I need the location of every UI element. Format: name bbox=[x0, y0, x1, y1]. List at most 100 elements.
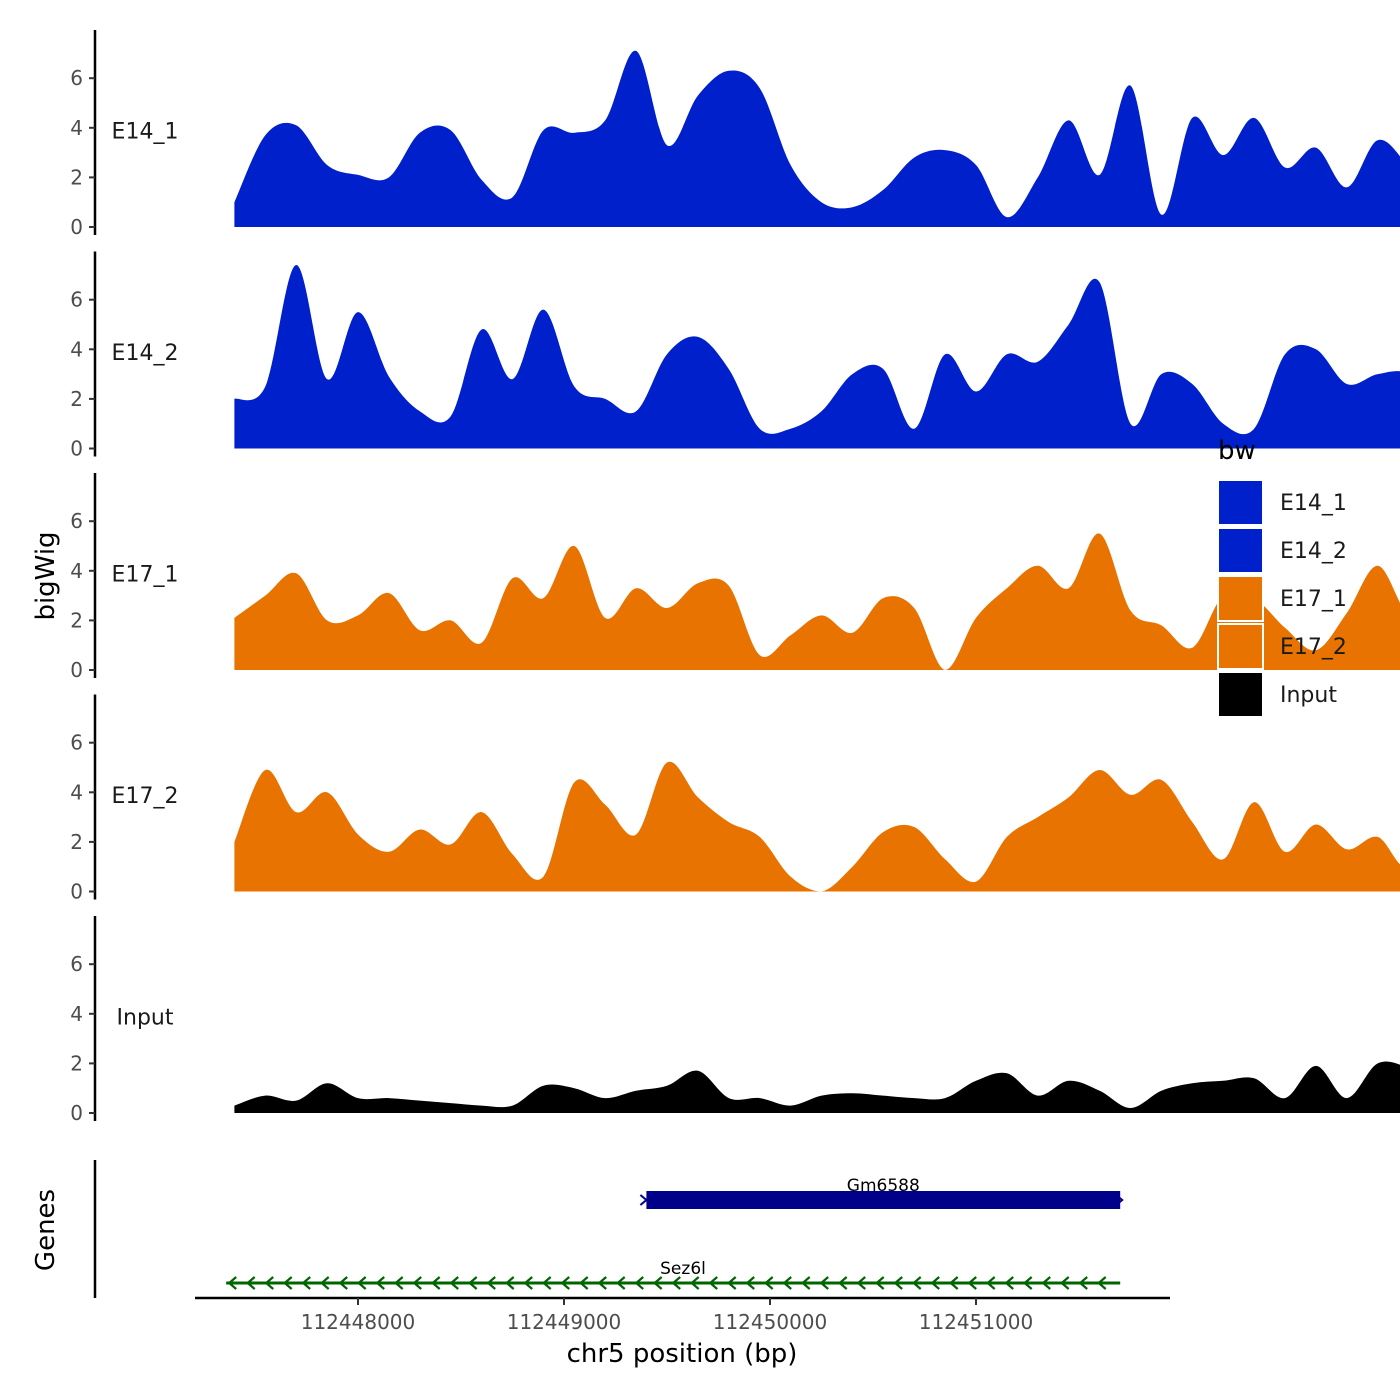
x-tick-label: 112449000 bbox=[507, 1310, 622, 1334]
y-tick-label: 2 bbox=[70, 165, 83, 189]
strand-arrow bbox=[375, 1276, 385, 1290]
strand-arrow bbox=[967, 1276, 977, 1290]
strand-arrow bbox=[856, 1276, 866, 1290]
strand-arrow bbox=[301, 1276, 311, 1290]
gene-gm6588: Gm6588 bbox=[639, 1176, 1124, 1209]
y-tick-label: 2 bbox=[70, 1051, 83, 1075]
track-e14_2: 0 2 4 6 E14_2 bbox=[70, 251, 1400, 461]
track-e17_2: 0 2 4 6 E17_2 bbox=[70, 694, 1400, 904]
strand-arrow bbox=[542, 1276, 552, 1290]
strand-arrow bbox=[468, 1276, 478, 1290]
y-tick-label: 6 bbox=[70, 509, 83, 533]
legend-swatch bbox=[1217, 527, 1264, 574]
x-axis: 112448000 112449000 112450000 112451000 bbox=[195, 1296, 1170, 1334]
y-tick-label: 0 bbox=[70, 880, 83, 904]
strand-arrow bbox=[634, 1276, 644, 1290]
strand-arrow bbox=[227, 1276, 237, 1290]
track-label: Input bbox=[117, 1005, 174, 1030]
strand-arrow bbox=[1115, 1194, 1124, 1206]
y-tick-label: 0 bbox=[70, 1101, 83, 1125]
legend-swatch bbox=[1217, 671, 1264, 718]
strand-arrow bbox=[1023, 1276, 1033, 1290]
legend-label: Input bbox=[1280, 683, 1337, 708]
track-label: E17_1 bbox=[112, 562, 179, 587]
strand-arrow bbox=[1078, 1276, 1088, 1290]
y-tick-label: 2 bbox=[70, 830, 83, 854]
strand-arrow bbox=[246, 1276, 256, 1290]
legend-title: bw bbox=[1218, 436, 1256, 466]
strand-arrow bbox=[338, 1276, 348, 1290]
legend-swatch bbox=[1217, 623, 1264, 670]
y-tick-label: 4 bbox=[70, 780, 83, 804]
strand-arrow bbox=[745, 1276, 755, 1290]
strand-arrow bbox=[1097, 1276, 1107, 1290]
strand-arrow bbox=[801, 1276, 811, 1290]
strand-arrow bbox=[283, 1276, 293, 1290]
track-label: E17_2 bbox=[112, 784, 179, 809]
y-tick-label: 4 bbox=[70, 337, 83, 361]
strand-arrow bbox=[727, 1276, 737, 1290]
strand-arrow bbox=[690, 1276, 700, 1290]
legend-swatch bbox=[1217, 479, 1264, 526]
track-input: 0 2 4 6 Input bbox=[70, 916, 1400, 1125]
x-tick-label: 112451000 bbox=[919, 1310, 1034, 1334]
gene-body bbox=[646, 1191, 1121, 1209]
strand-arrow bbox=[930, 1276, 940, 1290]
track-e14_1: 0 2 4 6 E14_1 bbox=[70, 30, 1400, 239]
gene-label: Gm6588 bbox=[847, 1176, 920, 1196]
strand-arrow bbox=[320, 1276, 330, 1290]
strand-arrow bbox=[1004, 1276, 1014, 1290]
y-tick-label: 0 bbox=[70, 215, 83, 239]
y-axis-title: bigWig bbox=[31, 531, 61, 620]
y-tick-label: 4 bbox=[70, 559, 83, 583]
strand-arrow bbox=[671, 1276, 681, 1290]
x-tick-label: 112448000 bbox=[301, 1310, 416, 1334]
strand-arrow bbox=[412, 1276, 422, 1290]
strand-arrow bbox=[597, 1276, 607, 1290]
signal-tracks: 0 2 4 6 E14_1 0 2 4 6 E14_2 0 2 4 6 E17_1 0 2 4 6 E17_2 0 2 4 6… bbox=[70, 30, 1400, 1125]
y-tick-label: 6 bbox=[70, 952, 83, 976]
strand-arrow bbox=[523, 1276, 533, 1290]
y-tick-label: 4 bbox=[70, 116, 83, 140]
strand-arrow bbox=[394, 1276, 404, 1290]
strand-arrow bbox=[838, 1276, 848, 1290]
strand-arrow bbox=[357, 1276, 367, 1290]
y-tick-label: 4 bbox=[70, 1002, 83, 1026]
legend-label: E14_2 bbox=[1280, 539, 1347, 564]
signal-area-e14_1 bbox=[234, 50, 1400, 227]
strand-arrow bbox=[949, 1276, 959, 1290]
strand-arrow bbox=[893, 1276, 903, 1290]
y-tick-label: 0 bbox=[70, 658, 83, 682]
strand-arrow bbox=[560, 1276, 570, 1290]
strand-arrow bbox=[1060, 1276, 1070, 1290]
strand-arrow bbox=[579, 1276, 589, 1290]
legend-label: E14_1 bbox=[1280, 491, 1347, 516]
x-tick-label: 112450000 bbox=[713, 1310, 828, 1334]
strand-arrow bbox=[505, 1276, 515, 1290]
strand-arrow bbox=[486, 1276, 496, 1290]
y-tick-label: 6 bbox=[70, 288, 83, 312]
strand-arrow bbox=[639, 1194, 648, 1206]
y-tick-label: 0 bbox=[70, 437, 83, 461]
track-label: E14_1 bbox=[112, 119, 179, 144]
legend-swatch bbox=[1217, 575, 1264, 622]
strand-arrow bbox=[431, 1276, 441, 1290]
signal-area-e17_2 bbox=[234, 761, 1400, 892]
legend-label: E17_1 bbox=[1280, 587, 1347, 612]
strand-arrow bbox=[616, 1276, 626, 1290]
y-tick-label: 2 bbox=[70, 387, 83, 411]
x-axis-title: chr5 position (bp) bbox=[567, 1339, 798, 1369]
strand-arrow bbox=[912, 1276, 922, 1290]
strand-arrow bbox=[449, 1276, 459, 1290]
track-e17_1: 0 2 4 6 E17_1 bbox=[70, 473, 1400, 682]
signal-area-e17_1 bbox=[234, 533, 1400, 670]
strand-arrow bbox=[764, 1276, 774, 1290]
gene-label: Sez6l bbox=[660, 1259, 706, 1279]
strand-arrow bbox=[264, 1276, 274, 1290]
strand-arrow bbox=[782, 1276, 792, 1290]
legend: bw E14_1 E14_2 E17_1 E17_2 Input bbox=[1217, 436, 1347, 718]
y-tick-label: 6 bbox=[70, 66, 83, 90]
gene-sez6l: Sez6l bbox=[226, 1259, 1121, 1290]
